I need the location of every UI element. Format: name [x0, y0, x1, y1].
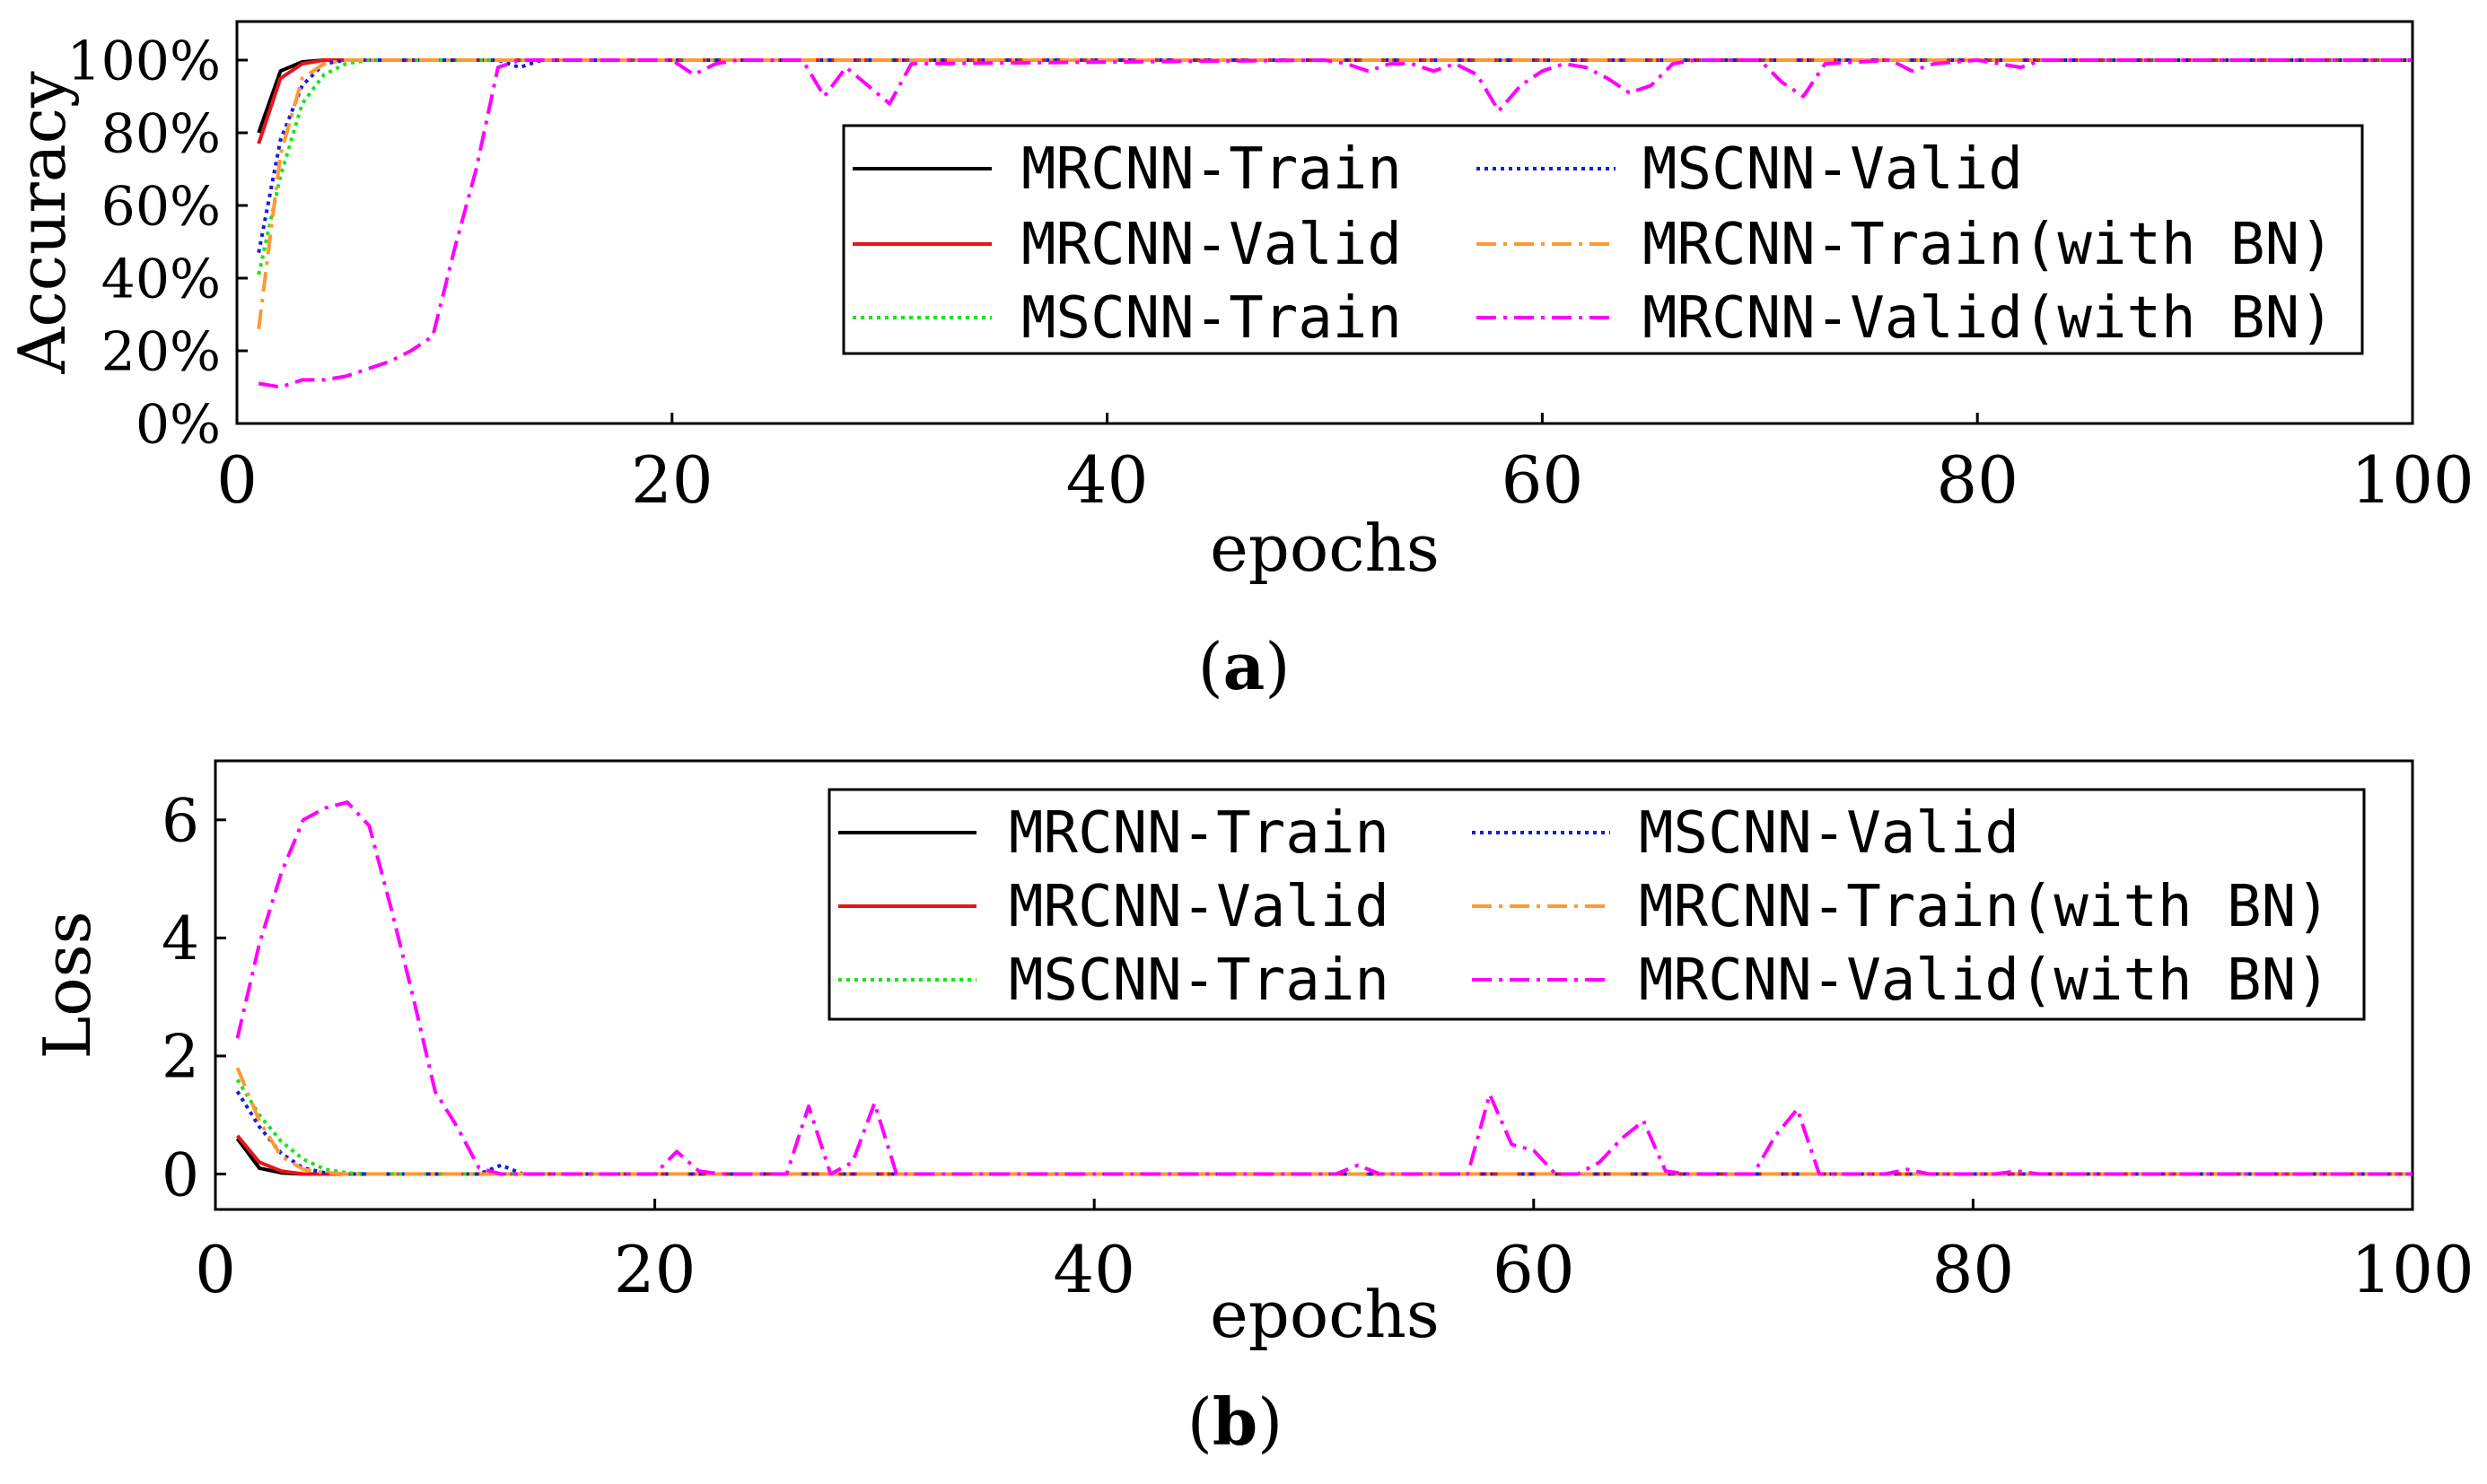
acc-xtick-label: 0 [216, 442, 258, 518]
acc-series-mrcnn-valid [257, 58, 2413, 144]
legend-a-label-mrcnn-train-bn: MRCNN-Train(with BN) [1642, 212, 2334, 278]
caption-b: (b) [1187, 1384, 1283, 1460]
acc-ytick-label: 60% [101, 176, 221, 239]
legend-a-label-mrcnn-valid: MRCNN-Valid [1021, 212, 1402, 278]
acc-xtick-label: 80 [1936, 442, 2018, 518]
loss-series-mrcnn-valid [235, 1134, 2413, 1176]
acc-xtick-label: 20 [631, 442, 714, 518]
loss-panel: 0 20 40 60 80 100 0 2 4 6 Loss epochs MRCNN-Train… [30, 759, 2474, 1460]
caption-a: (a) [1198, 628, 1291, 704]
loss-xtick-label: 80 [1932, 1232, 2015, 1307]
loss-xlabel: epochs [1210, 1277, 1440, 1352]
acc-series-mrcnn-train-bn [257, 58, 2413, 329]
plot-frame-a [235, 20, 2414, 425]
acc-series-mrcnn-valid-bn [258, 58, 2413, 389]
accuracy-ylabel: Accuracy [4, 71, 80, 375]
legend-a-label-mrcnn-train: MRCNN-Train [1021, 136, 1402, 203]
acc-xtick-label: 40 [1066, 442, 1149, 518]
loss-series-mrcnn-train-bn [235, 1067, 2413, 1176]
accuracy-xlabel: epochs [1210, 511, 1440, 586]
legend-b-label-mrcnn-train: MRCNN-Train [1009, 800, 1389, 867]
loss-xtick-label: 40 [1053, 1232, 1135, 1307]
loss-ytick-label: 0 [162, 1140, 199, 1209]
caption-a-letter: a [1223, 628, 1265, 704]
legend-b-label-mrcnn-valid: MRCNN-Valid [1009, 874, 1389, 940]
acc-ytick-label: 100% [66, 31, 221, 93]
legend-b-label-mscnn-valid: MSCNN-Valid [1639, 800, 2019, 867]
accuracy-series-group [257, 58, 2413, 389]
acc-series-mrcnn-train [257, 58, 2413, 134]
acc-ytick-label: 20% [101, 321, 221, 384]
accuracy-axis-ticks: 0 20 40 60 80 100 0% 20% 40% 60% 80% 100% [66, 31, 2474, 518]
legend-b-label-mrcnn-valid-bn: MRCNN-Valid(with BN) [1639, 947, 2331, 1014]
loss-series-group [235, 800, 2413, 1176]
acc-xtick-label: 100 [2351, 442, 2474, 518]
loss-axis-ticks: 0 20 40 60 80 100 0 2 4 6 [162, 787, 2474, 1307]
caption-b-letter: b [1213, 1384, 1257, 1460]
loss-ytick-label: 6 [162, 787, 199, 856]
acc-ytick-label: 40% [101, 249, 221, 311]
loss-series-mrcnn-valid-bn [235, 800, 2413, 1176]
plot-frame-b [214, 759, 2414, 1211]
accuracy-legend-box [842, 124, 2364, 355]
loss-series-mscnn-train [235, 1078, 2413, 1176]
loss-xtick-label: 60 [1493, 1232, 1575, 1307]
loss-ytick-label: 4 [162, 904, 199, 973]
acc-xtick-label: 60 [1502, 442, 1584, 518]
legend-b-label-mrcnn-train-bn: MRCNN-Train(with BN) [1639, 874, 2331, 940]
loss-legend: MRCNN-Train MRCNN-Valid MSCNN-Train MSCN… [828, 788, 2366, 1021]
legend-b-label-mscnn-train: MSCNN-Train [1009, 947, 1389, 1014]
acc-ytick-label: 0% [136, 394, 221, 457]
loss-ytick-label: 2 [162, 1023, 199, 1092]
acc-ytick-label: 80% [101, 103, 221, 166]
legend-a-label-mscnn-valid: MSCNN-Valid [1642, 136, 2023, 203]
accuracy-legend: MRCNN-Train MRCNN-Valid MSCNN-Train MSCN… [842, 124, 2364, 355]
loss-ylabel: Loss [30, 911, 105, 1059]
legend-a-label-mscnn-train: MSCNN-Train [1021, 285, 1402, 352]
legend-a-label-mrcnn-valid-bn: MRCNN-Valid(with BN) [1642, 285, 2334, 352]
loss-series-mrcnn-train [235, 1137, 2413, 1176]
loss-series-mscnn-valid [235, 1090, 2413, 1176]
loss-xtick-label: 0 [195, 1232, 236, 1307]
loss-xtick-label: 20 [614, 1232, 696, 1307]
loss-xtick-label: 100 [2351, 1232, 2474, 1307]
